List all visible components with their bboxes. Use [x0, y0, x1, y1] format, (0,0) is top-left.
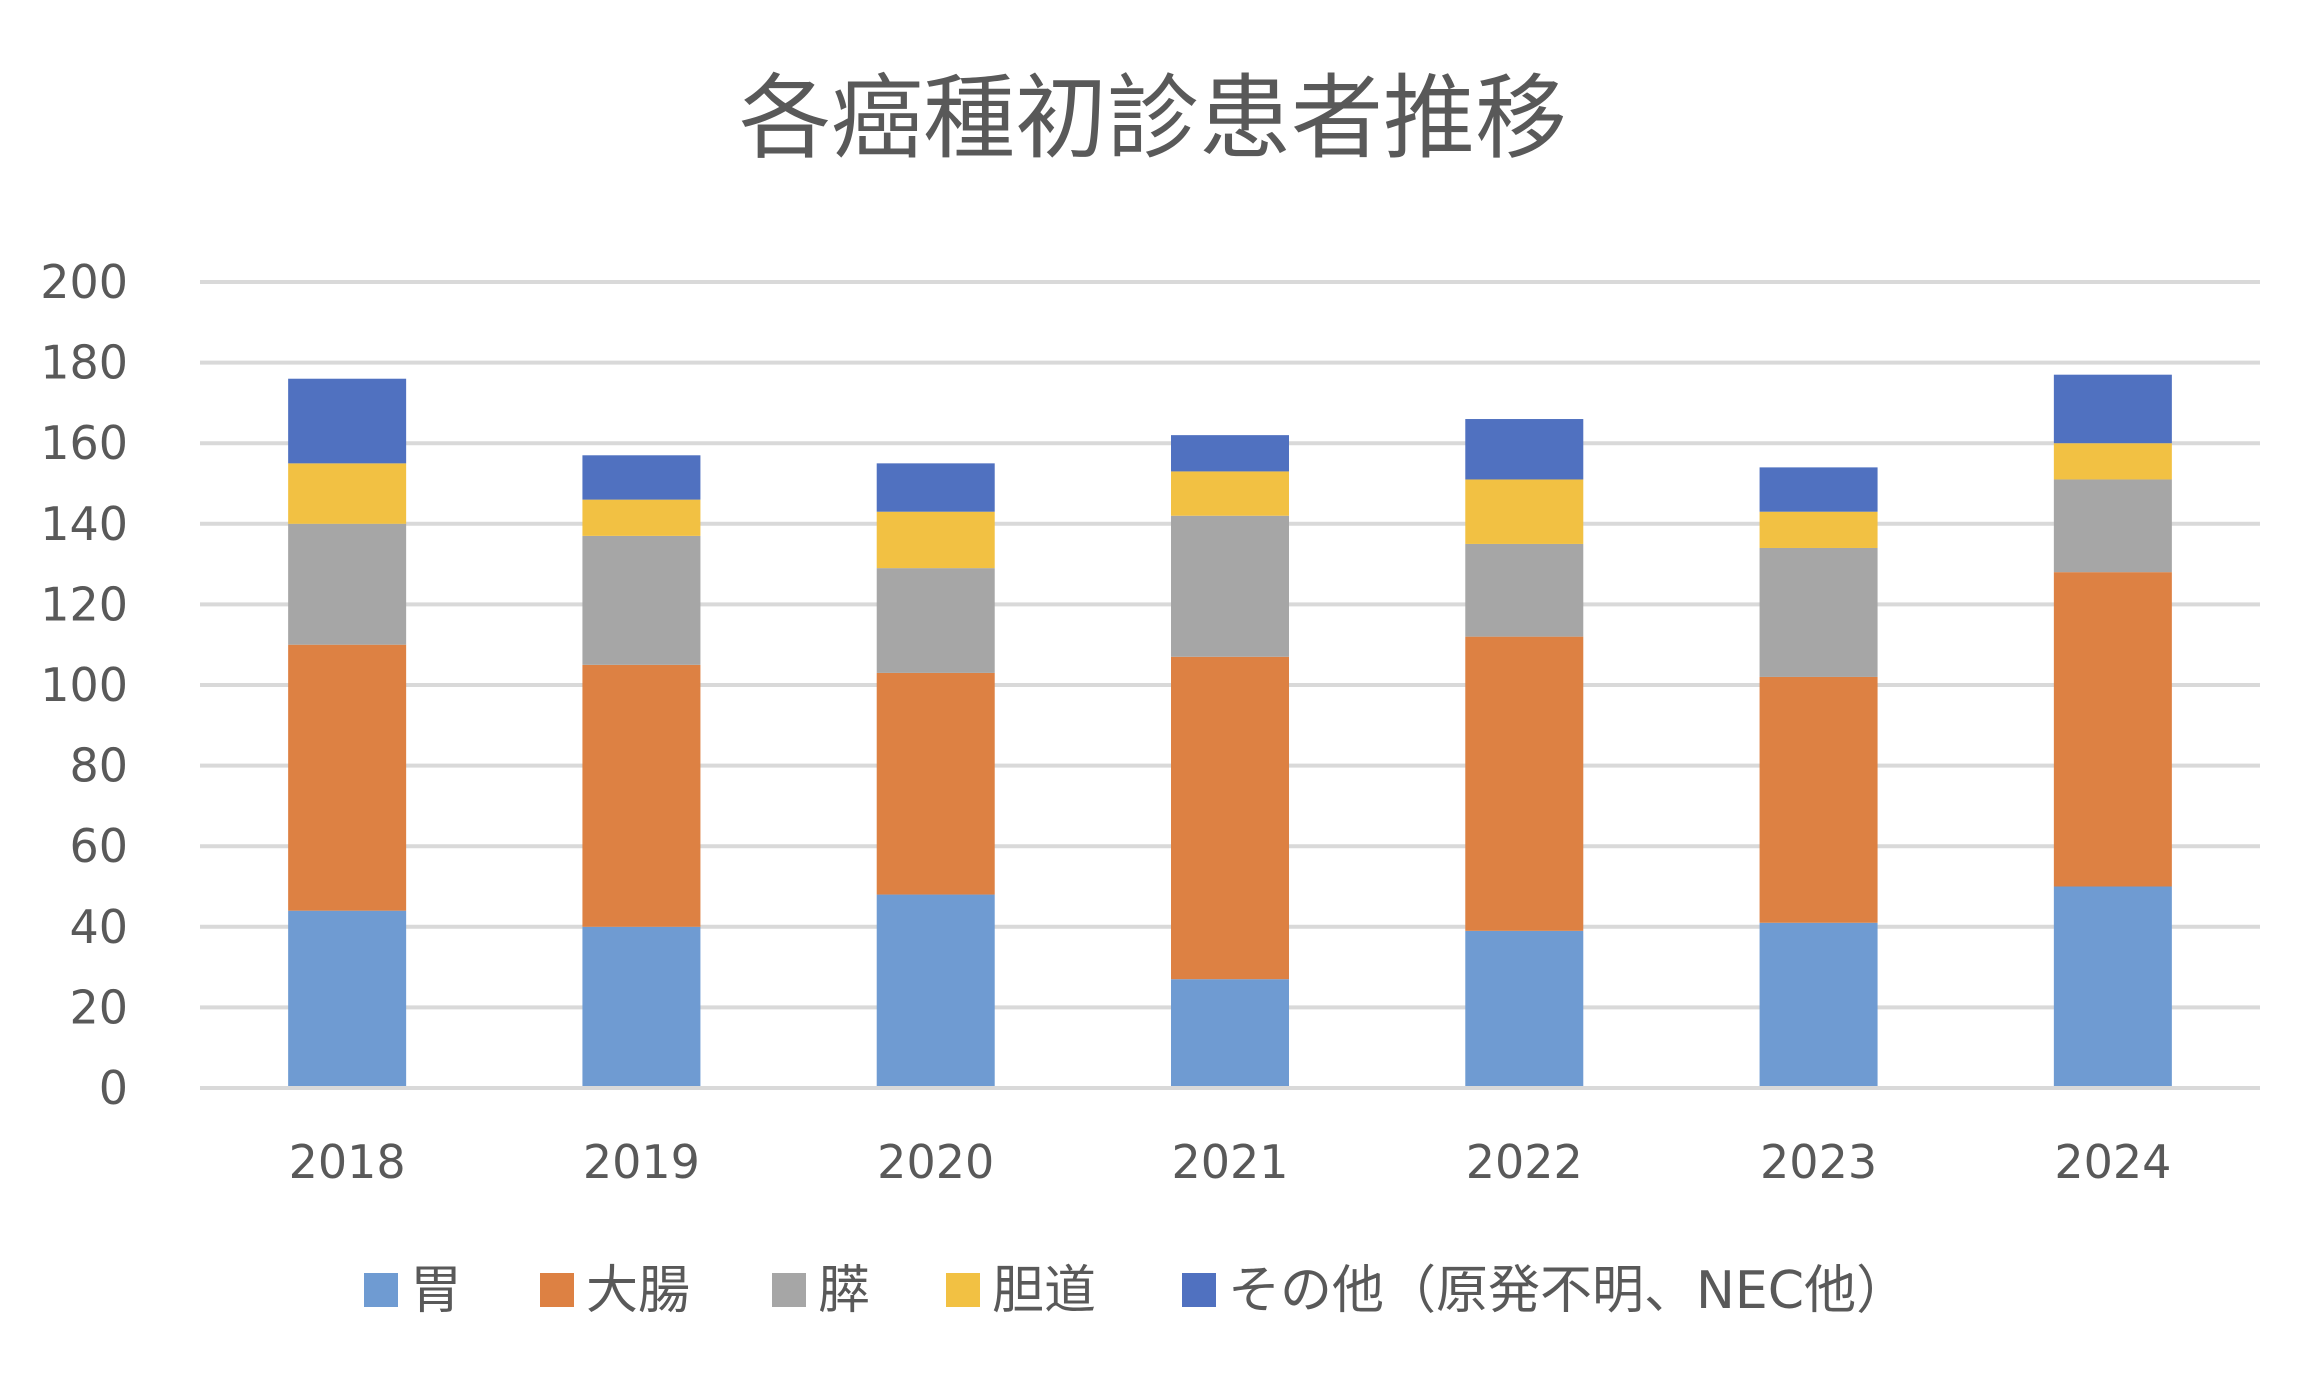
bar-segment — [1465, 543, 1584, 637]
bar-segment — [1465, 419, 1584, 480]
legend-item: 胆道 — [946, 1261, 1096, 1321]
bar-segment — [288, 378, 407, 464]
bar-segment — [1759, 676, 1878, 923]
bar-segment — [582, 664, 701, 927]
bar-segment — [1465, 930, 1584, 1088]
bar-segment — [582, 926, 701, 1088]
legend-item: 膵 — [772, 1261, 870, 1321]
legend-label: 膵 — [818, 1261, 870, 1321]
bar-segment — [2053, 572, 2172, 887]
x-tick-label: 2023 — [1760, 1135, 1877, 1189]
bar-segment — [1171, 471, 1289, 516]
bar-segment — [288, 523, 407, 645]
bar-segment — [288, 463, 407, 524]
legend: 胃 大腸 膵 胆道 その他（原発不明、NEC他） — [364, 1261, 1908, 1321]
legend-item: その他（原発不明、NEC他） — [1182, 1261, 1908, 1321]
bar-segment — [876, 511, 995, 569]
y-tick-label: 80 — [69, 739, 128, 793]
y-tick-label: 0 — [99, 1061, 128, 1115]
bar-segment — [1759, 467, 1878, 512]
x-tick-label: 2019 — [583, 1135, 700, 1189]
legend-label: その他（原発不明、NEC他） — [1228, 1261, 1908, 1321]
x-tick-label: 2021 — [1171, 1135, 1288, 1189]
y-tick-label: 160 — [40, 416, 128, 470]
bar-segment — [582, 535, 701, 665]
y-tick-label: 200 — [40, 255, 128, 309]
bar-segment — [2053, 886, 2172, 1088]
y-tick-label: 40 — [69, 900, 128, 954]
bar-segment — [1759, 511, 1878, 548]
bar-segment — [288, 910, 407, 1088]
bars — [288, 374, 2172, 1088]
bar-segment — [1171, 979, 1289, 1088]
bar-segment — [876, 672, 995, 895]
y-tick-label: 180 — [40, 336, 128, 390]
legend-label: 大腸 — [586, 1261, 690, 1321]
bar-segment — [1171, 656, 1289, 980]
legend-label: 胆道 — [992, 1261, 1096, 1321]
chart-title: 各癌種初診患者推移 — [739, 65, 1567, 172]
bar-segment — [1759, 547, 1878, 677]
bar-segment — [2053, 443, 2172, 480]
y-tick-label: 120 — [40, 577, 128, 631]
x-tick-label: 2022 — [1466, 1135, 1583, 1189]
legend-swatch — [946, 1273, 980, 1307]
bar-segment — [1171, 435, 1289, 472]
legend-swatch — [540, 1273, 574, 1307]
x-tick-label: 2020 — [877, 1135, 994, 1189]
y-tick-label: 20 — [69, 980, 128, 1034]
legend-item: 大腸 — [540, 1261, 690, 1321]
x-tick-label: 2024 — [2054, 1135, 2171, 1189]
bar-segment — [876, 894, 995, 1088]
legend-swatch — [364, 1273, 398, 1307]
bar-segment — [1465, 479, 1584, 544]
legend-label: 胃 — [410, 1261, 462, 1321]
legend-item: 胃 — [364, 1261, 462, 1321]
bar-segment — [582, 455, 701, 500]
bar-segment — [2053, 374, 2172, 444]
x-axis-tick-labels: 2018 2019 2020 2021 2022 2023 2024 — [289, 1135, 2172, 1189]
y-tick-label: 140 — [40, 497, 128, 551]
bar-segment — [582, 499, 701, 536]
legend-swatch — [772, 1273, 806, 1307]
bar-segment — [2053, 479, 2172, 573]
bar-segment — [1759, 922, 1878, 1088]
bar-segment — [1171, 515, 1289, 657]
y-tick-label: 100 — [40, 658, 128, 712]
y-axis-tick-labels: 0 20 40 60 80 100 120 140 160 180 200 — [40, 255, 128, 1115]
bar-segment — [876, 463, 995, 512]
y-tick-label: 60 — [69, 819, 128, 873]
bar-segment — [876, 568, 995, 673]
legend-swatch — [1182, 1273, 1216, 1307]
x-tick-label: 2018 — [289, 1135, 406, 1189]
bar-segment — [1465, 636, 1584, 931]
bar-segment — [288, 644, 407, 911]
